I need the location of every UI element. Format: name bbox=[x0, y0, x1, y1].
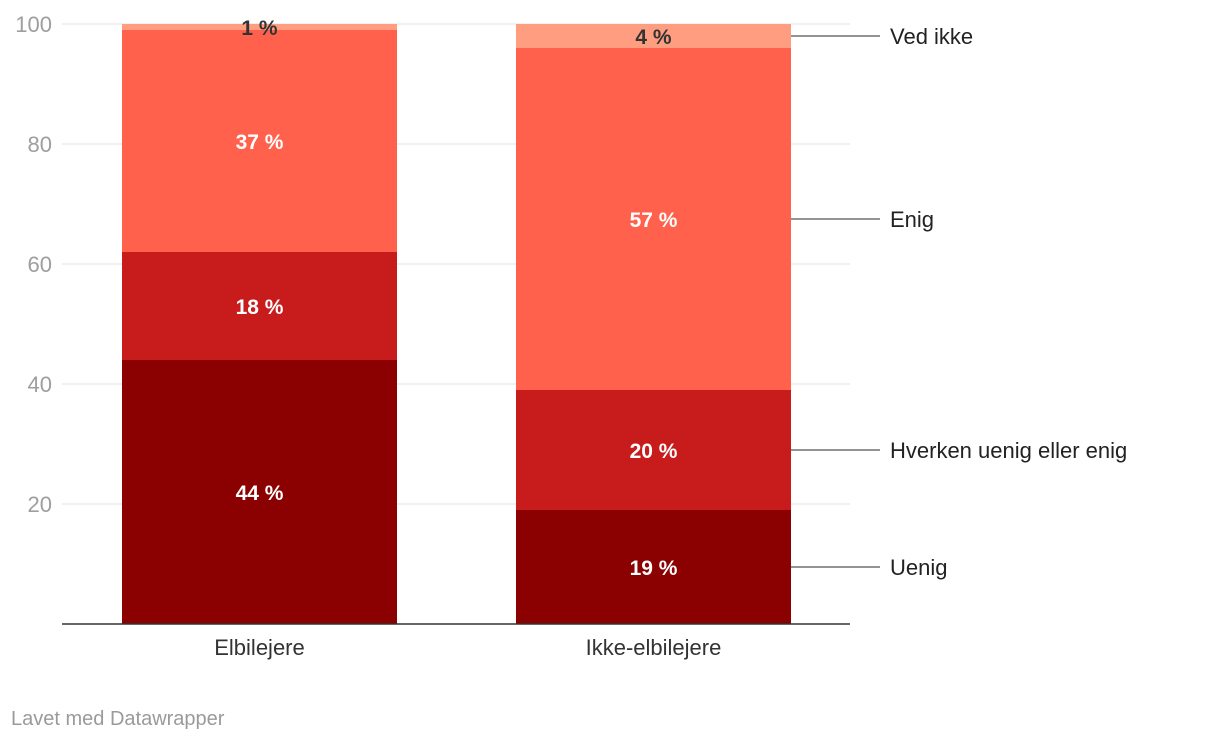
x-tick-label: Elbilejere bbox=[214, 635, 305, 660]
data-label: 19 % bbox=[630, 557, 678, 580]
bar-segment-ved-ikke bbox=[516, 24, 791, 48]
legend: Uenig Hverken uenig eller enig Enig Ved ikk… bbox=[791, 24, 1127, 580]
legend-label-hverken-uenig-eller-enig: Hverken uenig eller enig bbox=[890, 438, 1127, 463]
bar-segment-uenig bbox=[122, 360, 397, 624]
x-axis: Elbilejere Ikke-elbilejere bbox=[62, 623, 850, 660]
data-label: 44 % bbox=[236, 482, 284, 505]
y-tick-label: 60 bbox=[28, 252, 52, 277]
data-label: 18 % bbox=[236, 296, 284, 319]
credit-text: Lavet med Datawrapper bbox=[11, 708, 225, 730]
y-tick-label: 100 bbox=[15, 12, 52, 37]
bar-segment-uenig bbox=[516, 510, 791, 624]
bar-segment-enig bbox=[122, 30, 397, 252]
legend-label-ved-ikke: Ved ikke bbox=[890, 24, 973, 49]
x-tick-label: Ikke-elbilejere bbox=[586, 635, 722, 660]
data-label: 37 % bbox=[236, 131, 284, 154]
y-axis: 20 40 60 80 100 bbox=[15, 12, 52, 517]
legend-label-enig: Enig bbox=[890, 207, 934, 232]
bar-segment-enig bbox=[516, 48, 791, 390]
legend-label-uenig: Uenig bbox=[890, 555, 947, 580]
bar-segment-ved-ikke bbox=[122, 24, 397, 30]
bar-segment-hverken-uenig-eller-enig bbox=[122, 252, 397, 360]
data-label: 4 % bbox=[635, 26, 672, 49]
y-tick-label: 20 bbox=[28, 492, 52, 517]
data-label: 20 % bbox=[630, 440, 678, 463]
y-tick-label: 40 bbox=[28, 372, 52, 397]
bar-segment-hverken-uenig-eller-enig bbox=[516, 390, 791, 510]
bars: 44 % 18 % 37 % 1 % 19 % 20 % 57 % 4 % bbox=[122, 17, 791, 624]
y-tick-label: 80 bbox=[28, 132, 52, 157]
data-label: 1 % bbox=[241, 17, 278, 40]
data-label: 57 % bbox=[630, 209, 678, 232]
